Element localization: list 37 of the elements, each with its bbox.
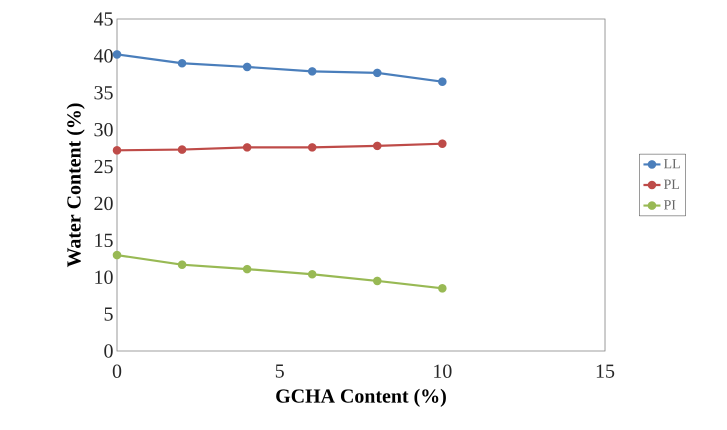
point <box>178 58 186 68</box>
x-tick-label: 15 <box>596 364 614 378</box>
point <box>308 143 316 152</box>
y-tick-label: 0 <box>104 344 113 358</box>
point <box>112 146 122 155</box>
x-tick-label: 5 <box>276 364 284 378</box>
y-axis-title: Water Content (%) <box>66 103 85 268</box>
point <box>112 250 122 260</box>
x-tick-label: 0 <box>112 364 122 378</box>
point <box>242 62 252 72</box>
x-tick-label: 10 <box>434 364 452 378</box>
point <box>438 139 447 148</box>
y-tick-label: 25 <box>94 160 113 174</box>
point <box>178 260 186 269</box>
y-tick-label: 10 <box>95 270 113 284</box>
y-tick-label: 35 <box>94 86 113 100</box>
point <box>242 264 252 274</box>
y-tick-label: 20 <box>94 196 113 210</box>
point <box>308 67 316 76</box>
point <box>438 284 447 293</box>
point <box>242 143 252 152</box>
x-axis-title: GCHA Content (%) <box>276 388 446 407</box>
y-tick-label: 5 <box>104 307 113 321</box>
point <box>112 50 122 59</box>
legend-label: LL <box>664 159 680 168</box>
point <box>372 68 382 78</box>
y-tick-label: 45 <box>94 12 113 26</box>
point <box>372 276 382 286</box>
y-tick-label: 30 <box>94 122 113 136</box>
legend-label: PI <box>664 200 676 210</box>
point <box>438 77 447 86</box>
legend-label: PL <box>664 180 679 189</box>
point <box>178 145 186 154</box>
y-tick-label: 15 <box>95 234 113 247</box>
y-tick-label: 40 <box>94 49 113 63</box>
point <box>372 142 382 150</box>
point <box>308 270 316 279</box>
